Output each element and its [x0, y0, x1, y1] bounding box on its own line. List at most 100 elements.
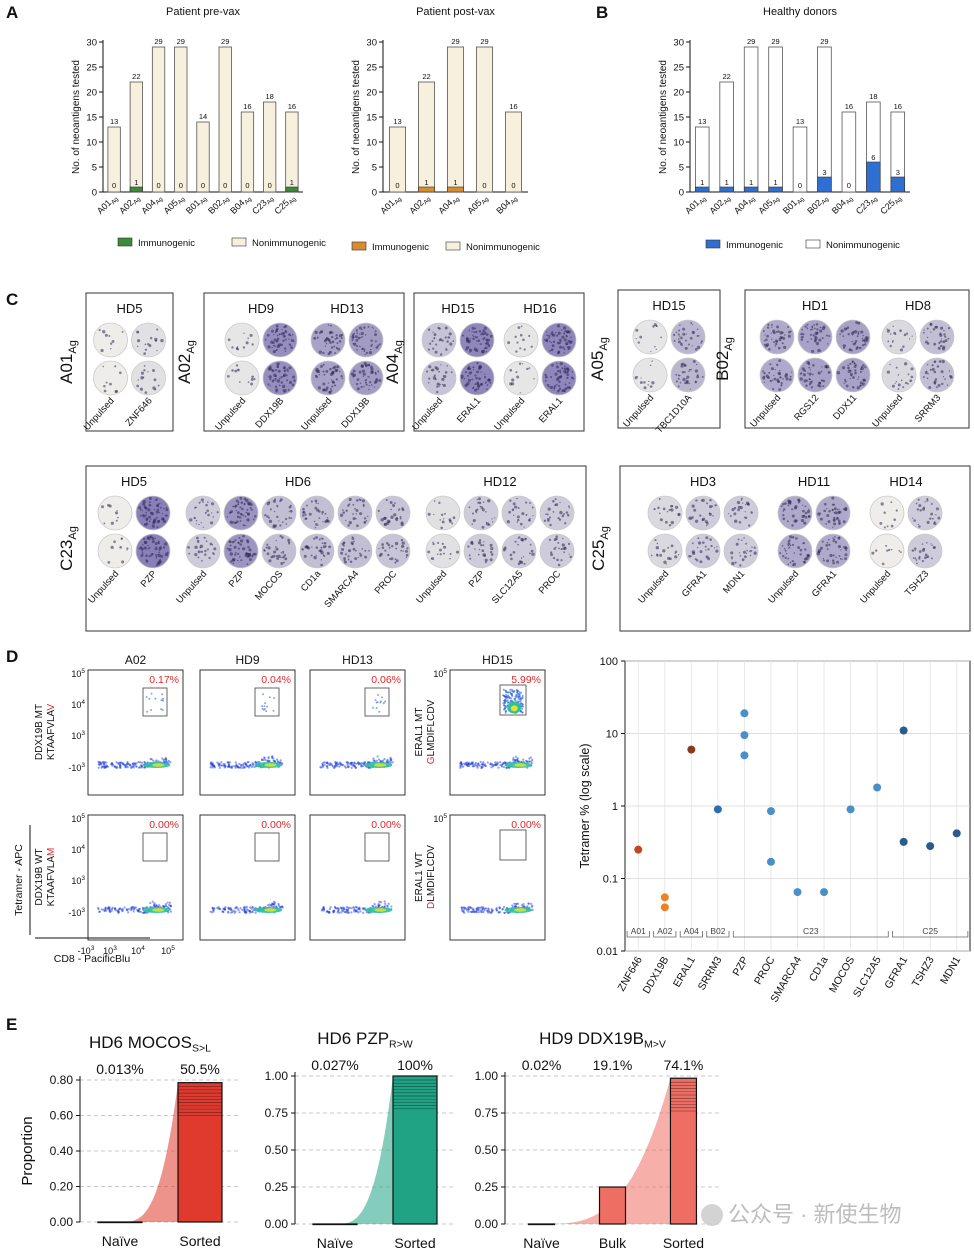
elispot-spot: [566, 330, 570, 334]
elispot-spot: [828, 538, 830, 541]
elispot-spot: [469, 348, 473, 352]
scatter-point: [660, 893, 669, 902]
elispot-spot: [484, 342, 488, 345]
elispot-spot: [352, 336, 355, 339]
elispot-spot: [564, 365, 566, 368]
elispot-spot: [511, 382, 515, 386]
elispot-spot: [139, 387, 143, 391]
bar-immuno-label: 0: [156, 181, 160, 190]
flow-event: [227, 761, 230, 764]
elispot-spot: [561, 329, 563, 331]
elispot-spot: [768, 348, 771, 351]
elispot-spot: [801, 328, 803, 331]
elispot-spot: [434, 366, 438, 370]
flow-event: [135, 762, 138, 765]
elispot-spot: [395, 547, 398, 550]
flow-event: [350, 766, 353, 769]
elispot-spot: [143, 523, 148, 527]
flow-y-axis-title: Tetramer - APC: [13, 844, 25, 916]
elispot-spot: [773, 341, 776, 344]
elispot-spot: [460, 374, 464, 378]
flow-event: [139, 910, 142, 914]
elispot-spot: [655, 546, 659, 550]
elispot-spot: [745, 552, 748, 554]
flow-event: [254, 911, 257, 914]
elispot-spot: [826, 514, 830, 518]
flow-event: [260, 758, 264, 761]
flow-density-peak: [374, 908, 387, 912]
elispot-spot: [883, 511, 886, 515]
flow-event: [347, 911, 350, 914]
elispot-spot: [926, 342, 930, 345]
elispot-spot: [452, 340, 455, 342]
elispot-spot: [564, 522, 567, 525]
flow-event: [347, 765, 350, 769]
chart-title: Patient post-vax: [416, 6, 495, 18]
elispot-spot: [675, 380, 679, 383]
elispot-spot: [273, 550, 277, 554]
elispot-spot: [156, 526, 159, 529]
elispot-spot: [778, 388, 782, 391]
elispot-spot: [915, 559, 918, 561]
elispot-spot: [567, 348, 570, 351]
elispot-spot: [926, 555, 930, 558]
elispot-spot: [946, 384, 949, 386]
flow-event: [98, 761, 101, 764]
elispot-spot: [158, 550, 160, 552]
elispot-spot: [404, 549, 408, 553]
flow-event: [483, 763, 487, 766]
x-tick-label: A02Ag: [407, 192, 432, 217]
bar-nonimmunogenic: [417, 81, 436, 193]
elispot-spot: [806, 323, 809, 326]
flow-plot-frame: [449, 814, 546, 941]
scatter-group-bracket: [732, 931, 889, 938]
elispot-spot: [691, 550, 696, 554]
elispot-spot: [280, 556, 282, 559]
flow-gated-event: [148, 697, 151, 700]
elispot-spot: [818, 551, 821, 554]
elispot-spot: [563, 390, 566, 393]
elispot-spot: [828, 543, 831, 546]
elispot-spot: [268, 519, 273, 524]
elispot-spot: [236, 511, 240, 515]
elispot-spot: [659, 518, 663, 522]
elispot-spot: [229, 520, 233, 524]
flow-event: [241, 766, 245, 770]
flow-event: [97, 907, 100, 911]
elispot-spot: [779, 369, 781, 372]
elispot-spot: [335, 346, 339, 350]
elispot-spot: [435, 343, 438, 346]
elispot-spot: [849, 348, 852, 351]
elispot-spot: [197, 556, 200, 559]
elispot-spot: [530, 345, 533, 348]
elispot-spot: [804, 511, 808, 515]
elispot-spot: [378, 554, 382, 557]
elispot-spot: [680, 342, 683, 346]
flow-gated-event: [505, 691, 508, 694]
flow-y-tick-exp: 4: [81, 699, 85, 706]
elispot-spot: [682, 327, 686, 331]
flow-event: [338, 911, 341, 914]
elispot-spot: [688, 554, 692, 558]
elispot-spot: [639, 335, 643, 339]
elispot-spot: [165, 507, 168, 509]
elispot-spot: [274, 379, 276, 382]
bar-total-label: 29: [480, 37, 488, 46]
elispot-spot: [199, 544, 204, 548]
elispot-spot: [679, 335, 681, 337]
elispot-well: [539, 533, 575, 569]
flow-gated-event: [502, 688, 505, 691]
elispot-spot: [693, 508, 697, 512]
elispot-spot: [320, 546, 323, 549]
elispot-spot: [769, 379, 772, 383]
elispot-spot: [136, 345, 139, 348]
elispot-spot: [427, 381, 430, 384]
elispot-spot: [942, 376, 945, 378]
elispot-spot: [564, 387, 568, 391]
elispot-spot: [449, 342, 453, 346]
elispot-spot: [691, 542, 694, 545]
elispot-spot: [449, 552, 452, 555]
flow-event: [140, 761, 144, 764]
elispot-spot: [925, 541, 928, 544]
